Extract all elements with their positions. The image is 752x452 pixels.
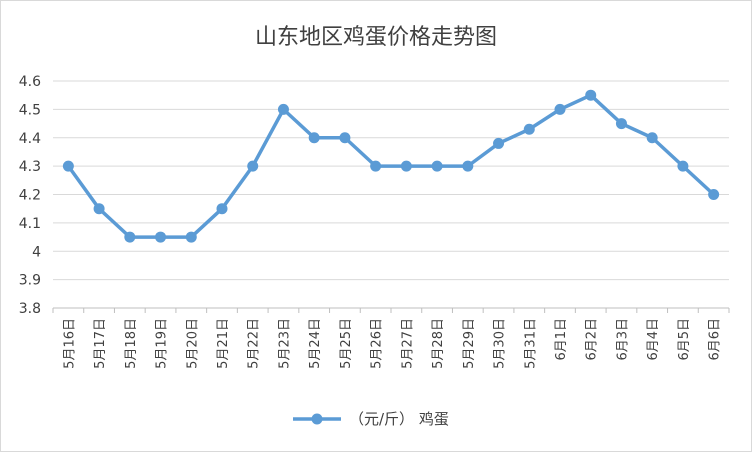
data-point	[277, 103, 289, 115]
x-tick-label: 5月23日	[277, 318, 292, 369]
data-point	[646, 132, 658, 144]
legend-label: （元/斤） 鸡蛋	[349, 410, 449, 428]
y-tick-label: 4.4	[19, 131, 41, 147]
x-tick-label: 6月1日	[554, 318, 569, 361]
x-tick-label: 5月30日	[493, 318, 508, 369]
series-line	[66, 93, 716, 239]
data-point	[93, 203, 105, 215]
x-tick-label: 5月17日	[93, 318, 108, 369]
data-point	[708, 189, 720, 200]
data-point	[554, 103, 566, 115]
grid-layer	[53, 80, 729, 309]
x-tick-label: 5月19日	[155, 318, 170, 369]
data-point	[308, 132, 320, 144]
data-point	[431, 160, 443, 172]
y-tick-label: 4.2	[19, 188, 41, 204]
x-tick-label: 6月3日	[615, 318, 630, 361]
data-point	[615, 118, 627, 130]
data-point	[155, 231, 167, 243]
x-axis-ticks: 5月16日 5月17日 5月18日 5月19日 5月20日 5月21日 5月22日 5月23日…	[52, 308, 730, 369]
y-axis-ticks: 4.6 4.5 4.4 4.3 4.2 4.1 4 3.9 3.8	[19, 74, 41, 317]
y-tick-label: 4	[32, 244, 41, 260]
x-tick-label: 6月6日	[708, 318, 723, 361]
data-point	[247, 160, 259, 172]
x-tick-label: 5月22日	[247, 318, 262, 369]
data-point	[462, 160, 474, 172]
x-tick-label: 5月20日	[185, 318, 200, 369]
y-tick-label: 3.8	[19, 301, 41, 317]
y-tick-label: 4.3	[19, 159, 41, 175]
x-tick-label: 5月26日	[370, 318, 385, 369]
data-point	[185, 231, 197, 243]
x-tick-label: 5月24日	[308, 318, 323, 369]
x-tick-label: 5月31日	[523, 318, 538, 369]
data-point	[62, 160, 74, 172]
data-point	[585, 89, 597, 101]
x-tick-label: 5月29日	[462, 318, 477, 369]
x-tick-label: 6月4日	[646, 318, 661, 361]
series-layer	[62, 89, 720, 243]
x-tick-label: 5月18日	[124, 318, 139, 369]
chart-title: 山东地区鸡蛋价格走势图	[255, 25, 497, 50]
data-point	[400, 160, 412, 172]
legend: （元/斤） 鸡蛋	[293, 410, 449, 428]
data-point	[339, 132, 351, 144]
y-tick-label: 4.6	[19, 74, 41, 90]
x-tick-label: 5月25日	[339, 318, 354, 369]
data-point	[677, 160, 689, 172]
data-point	[370, 160, 382, 172]
y-tick-label: 4.5	[19, 102, 41, 118]
data-point	[493, 137, 505, 149]
data-point	[124, 231, 136, 243]
data-point	[523, 123, 535, 135]
y-tick-label: 4.1	[19, 216, 41, 232]
y-tick-label: 3.9	[19, 273, 41, 289]
data-point	[216, 203, 228, 215]
x-tick-label: 5月21日	[216, 318, 231, 369]
x-tick-label: 5月28日	[431, 318, 446, 369]
legend-marker	[311, 413, 323, 425]
x-tick-label: 5月27日	[400, 318, 415, 369]
x-tick-label: 5月16日	[62, 318, 77, 369]
x-tick-label: 6月5日	[677, 318, 692, 361]
x-tick-label: 6月2日	[585, 318, 600, 361]
